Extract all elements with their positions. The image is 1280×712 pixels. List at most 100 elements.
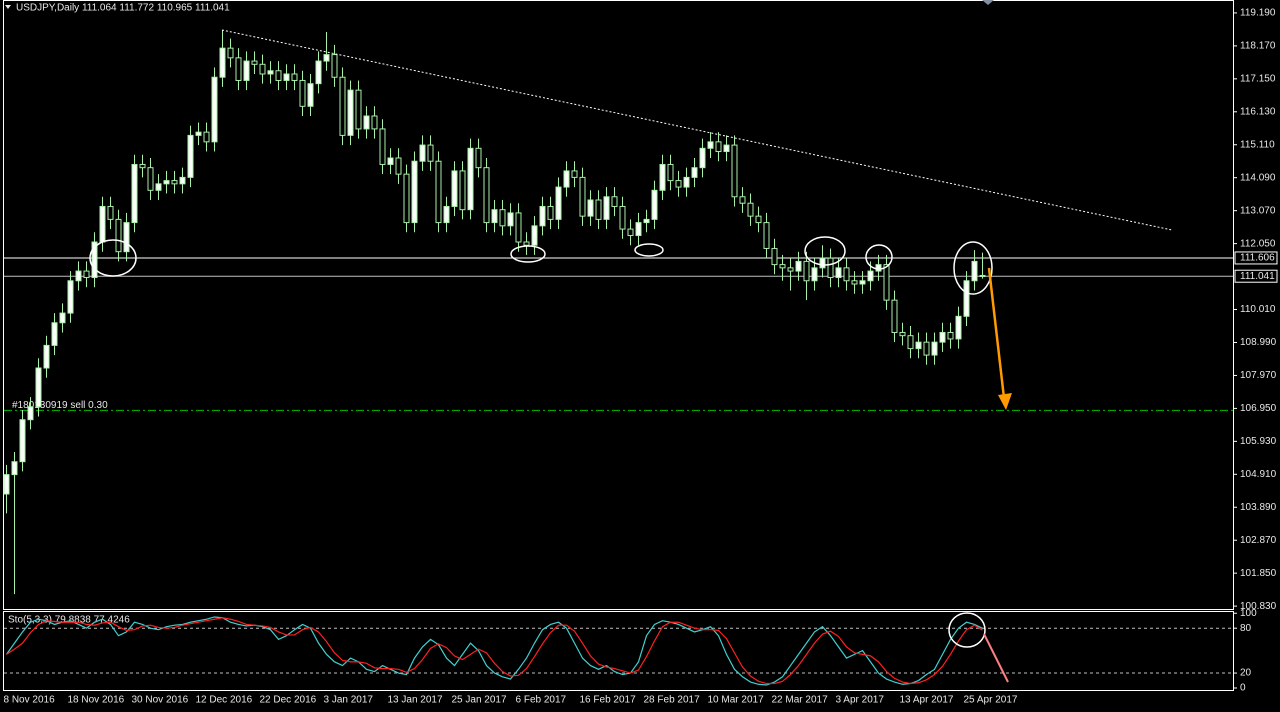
candle-body: [371, 115, 378, 130]
candle-body: [891, 299, 898, 333]
y-tick-label: 103.890: [1240, 502, 1277, 513]
candle-body: [603, 196, 610, 220]
x-tick-label: 30 Nov 2016: [132, 695, 189, 706]
candle-body: [483, 167, 490, 224]
y-tick-label: 104.910: [1240, 469, 1277, 480]
candle-body: [819, 257, 826, 269]
candle-body: [515, 212, 522, 243]
candle-body: [307, 83, 314, 107]
price-label-box: [1234, 251, 1278, 265]
x-tick-label: 22 Mar 2017: [772, 695, 829, 706]
candle-body: [651, 189, 658, 220]
x-tick-label: 13 Jan 2017: [388, 695, 443, 706]
candle-body: [595, 199, 602, 220]
y-tick-label: 117.150: [1240, 73, 1276, 84]
candle-body: [635, 222, 642, 237]
price-panel-frame: [3, 0, 1234, 610]
candle-body: [563, 170, 570, 188]
y-tick-label: 112.050: [1240, 238, 1276, 249]
candle-body: [139, 163, 146, 169]
candle-body: [459, 170, 466, 211]
candle-body: [347, 89, 354, 136]
candle-body: [467, 147, 474, 211]
candle-body: [923, 341, 930, 356]
trendline: [221, 29, 1173, 231]
candle-body: [835, 267, 842, 279]
candle-body: [379, 128, 386, 165]
candle-body: [939, 331, 946, 343]
candle-body: [3, 474, 10, 495]
candle-body: [443, 205, 450, 224]
candle-body: [843, 267, 850, 282]
candle-body: [51, 322, 58, 346]
candle-body: [403, 173, 410, 224]
candle-body: [299, 79, 306, 107]
candle-body: [203, 131, 210, 143]
candle-body: [643, 218, 650, 224]
candle-body: [747, 202, 754, 217]
candle-body: [579, 176, 586, 217]
candle-body: [931, 341, 938, 356]
x-tick-label: 25 Apr 2017: [964, 695, 1018, 706]
candle-body: [163, 180, 170, 185]
candle-body: [491, 209, 498, 224]
candle-body: [755, 215, 762, 224]
candle-body: [979, 274, 986, 277]
candle-body: [899, 331, 906, 337]
x-tick-label: 28 Feb 2017: [644, 695, 701, 706]
candle-body: [171, 180, 178, 185]
candle-body: [707, 141, 714, 149]
price-label: 111.606: [1240, 253, 1275, 264]
candle-body: [875, 264, 882, 272]
y-tick-label: 116.130: [1240, 106, 1276, 117]
candle-body: [259, 63, 266, 75]
y-tick-label: 107.970: [1240, 370, 1277, 381]
x-tick-label: 13 Apr 2017: [900, 695, 954, 706]
candle-body: [123, 222, 130, 253]
stoch-line: [6, 616, 983, 686]
candle-body: [195, 131, 202, 136]
candle-body: [27, 406, 34, 421]
candle-body: [355, 89, 362, 130]
candle-body: [675, 180, 682, 188]
candle-body: [235, 57, 242, 81]
candle-body: [531, 225, 538, 246]
price-label: 111.041: [1240, 271, 1275, 282]
candle-body: [91, 241, 98, 279]
x-tick-label: 25 Jan 2017: [452, 695, 507, 706]
y-tick-label: 80: [1240, 623, 1252, 634]
arrow-shaft: [987, 267, 1006, 399]
candle-body: [219, 47, 226, 78]
ellipse: [953, 241, 993, 295]
candle-body: [771, 247, 778, 266]
price-label-box: [1234, 269, 1278, 283]
candle-body: [667, 163, 674, 182]
candle-body: [227, 47, 234, 59]
candle-body: [907, 335, 914, 350]
candle-body: [211, 76, 218, 143]
candle-body: [507, 212, 514, 227]
candle-body: [107, 205, 114, 220]
y-tick-label: 106.950: [1240, 403, 1277, 414]
candle-body: [419, 144, 426, 162]
stoch-panel-frame: [3, 611, 1234, 691]
ellipse: [634, 243, 664, 257]
candle-body: [35, 367, 42, 408]
y-tick-label: 118.170: [1240, 41, 1276, 52]
y-tick-label: 102.870: [1240, 535, 1277, 546]
candle-body: [723, 144, 730, 153]
candle-body: [275, 70, 282, 81]
candle-body: [147, 167, 154, 191]
candle-body: [867, 270, 874, 282]
y-tick-label: 115.110: [1240, 139, 1275, 150]
x-tick-label: 16 Feb 2017: [580, 695, 637, 706]
candle-body: [251, 60, 258, 65]
candle-body: [131, 163, 138, 224]
ellipse: [510, 245, 546, 263]
menu-triangle[interactable]: [5, 5, 11, 9]
y-tick-label: 110.010: [1240, 304, 1276, 315]
candle-body: [83, 270, 90, 279]
ellipse: [89, 239, 137, 277]
stoch-arrow: [983, 633, 1009, 683]
candle-body: [955, 315, 962, 340]
